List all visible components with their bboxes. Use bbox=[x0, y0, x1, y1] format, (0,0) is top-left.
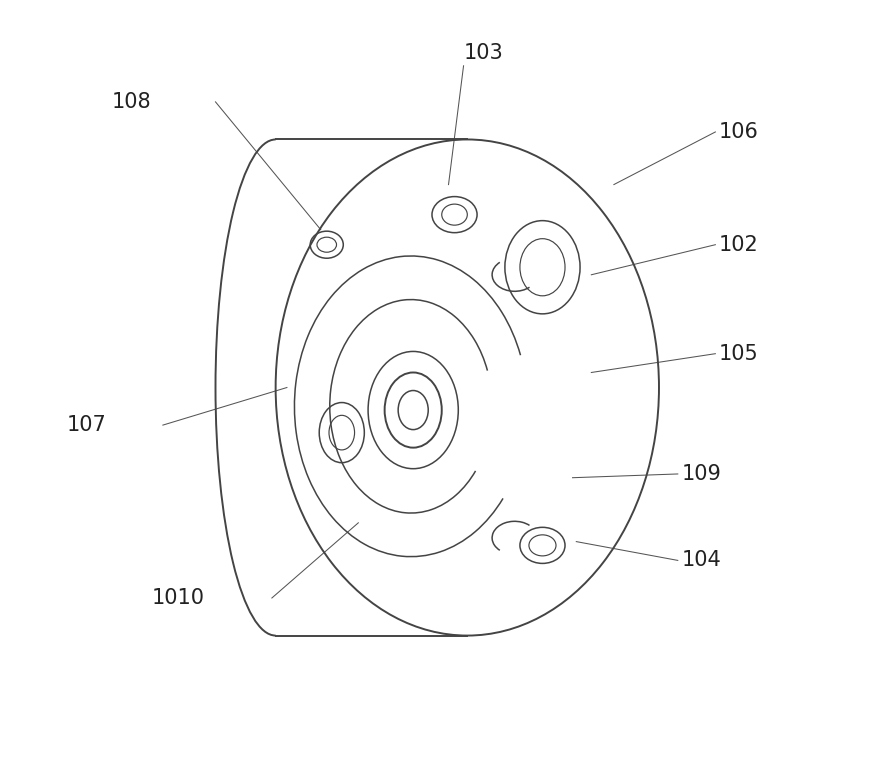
Text: 103: 103 bbox=[464, 43, 504, 63]
Text: 107: 107 bbox=[67, 415, 107, 435]
Text: 102: 102 bbox=[719, 235, 759, 255]
Text: 104: 104 bbox=[682, 550, 721, 571]
Text: 106: 106 bbox=[719, 122, 759, 142]
Text: 1010: 1010 bbox=[151, 588, 205, 608]
Text: 105: 105 bbox=[719, 344, 759, 364]
Text: 108: 108 bbox=[112, 92, 152, 112]
Text: 109: 109 bbox=[682, 464, 721, 484]
